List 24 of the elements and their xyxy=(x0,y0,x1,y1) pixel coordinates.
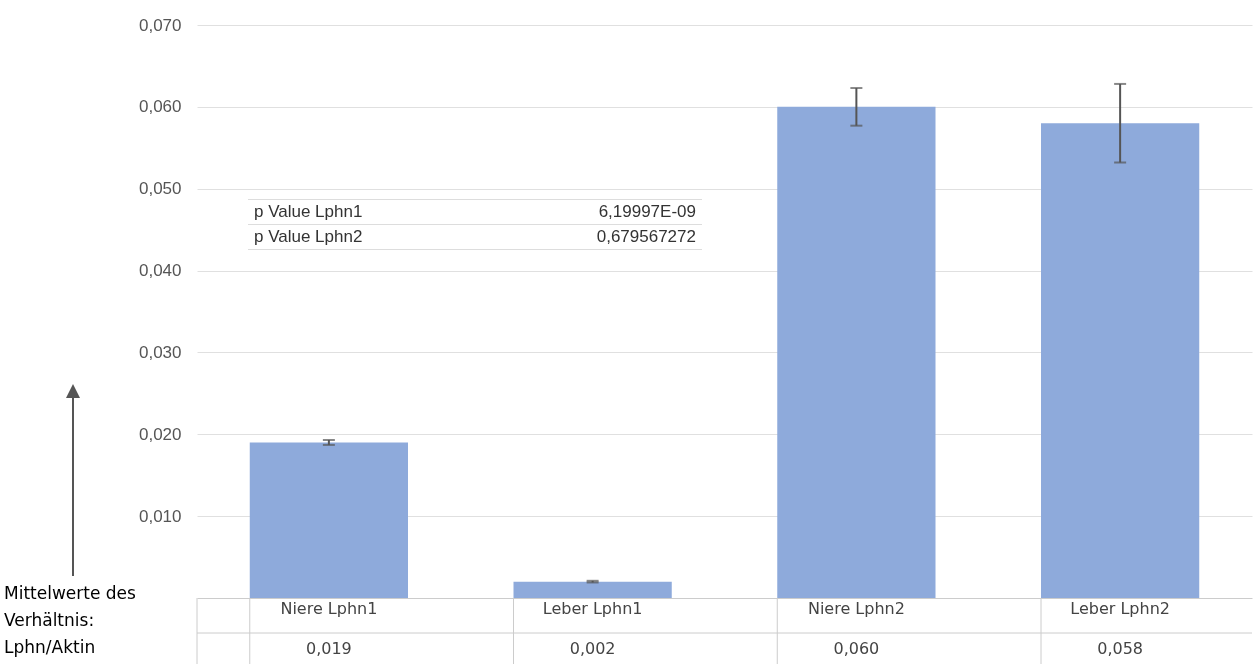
data-label: 0,058 xyxy=(1097,639,1144,658)
y-tick-label: 0,060 xyxy=(138,97,182,117)
annotation: 6,19997E-09 xyxy=(530,199,702,225)
x-tick-label: Niere Lphn2 xyxy=(807,598,905,618)
x-tick-label: Leber Lphn1 xyxy=(542,598,643,618)
data-label: 0,002 xyxy=(569,639,616,658)
annotation: p Value Lphn1 xyxy=(248,199,530,225)
bar xyxy=(777,106,936,598)
y-tick-label: 0,070 xyxy=(138,15,182,35)
x-tick-label: Niere Lphn1 xyxy=(280,598,378,618)
y-tick-label: 0,040 xyxy=(138,261,182,281)
data-label: 0,060 xyxy=(833,639,880,658)
y-axis-title: Mittelwerte des Verhältnis: Lphn/Aktin xyxy=(4,580,169,661)
data-label: 0,019 xyxy=(305,639,352,658)
x-tick-label: Leber Lphn2 xyxy=(1070,598,1170,618)
y-tick-label: 0,050 xyxy=(138,179,182,199)
y-tick-label: 0,020 xyxy=(138,424,182,444)
annotation: p Value Lphn2 xyxy=(248,224,530,250)
y-tick-label: 0,030 xyxy=(138,342,182,362)
y-tick-label: 0,010 xyxy=(138,506,182,526)
bar xyxy=(249,442,408,598)
annotation: 0,679567272 xyxy=(530,224,702,250)
bar xyxy=(1041,123,1200,598)
bar xyxy=(513,581,672,598)
